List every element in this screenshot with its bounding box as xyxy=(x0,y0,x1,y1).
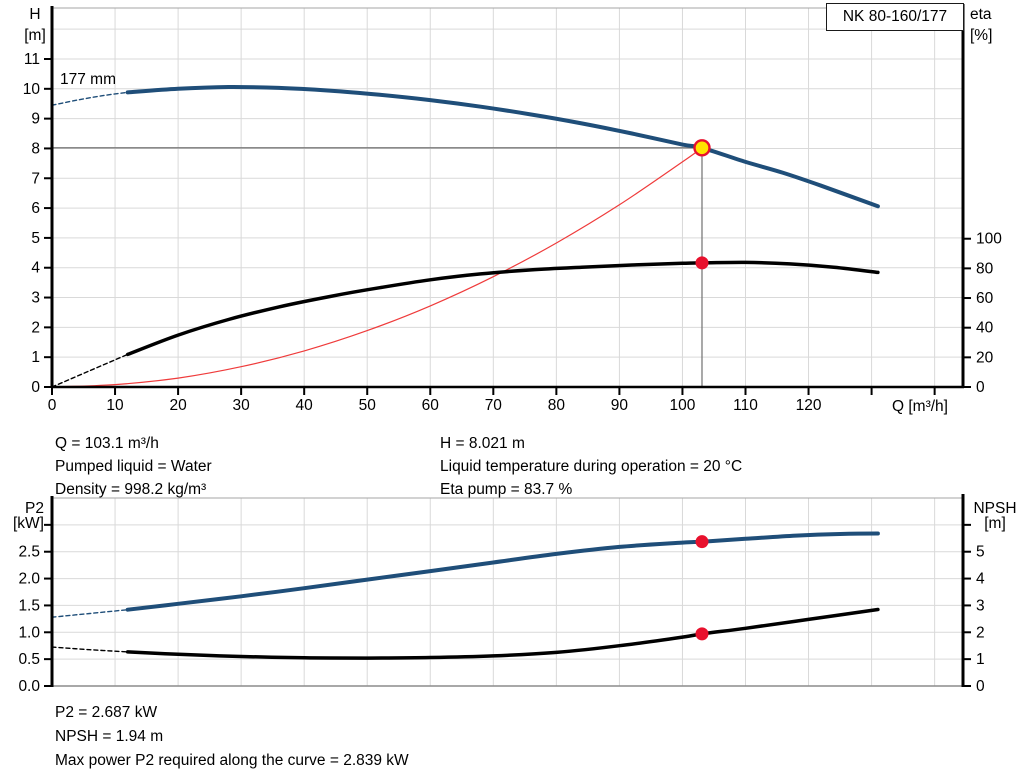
head-curve xyxy=(125,84,880,209)
impeller-diameter-label: 177 mm xyxy=(60,71,116,88)
x-axis-tick-label: 0 xyxy=(48,397,57,414)
q-axis-label: Q [m³/h] xyxy=(892,398,948,415)
x-axis-tick-label: 50 xyxy=(359,397,377,414)
p2-curve-dashed xyxy=(51,609,129,618)
right-axis-tick-label: 60 xyxy=(976,290,994,307)
p2-npsh-chart: 0.0 0.5 1.0 1.5 2.0 2.5 0 1 2 3 4 5 xyxy=(18,494,985,695)
right-axis-tick-label: 40 xyxy=(976,320,994,337)
right-axis-tick-label: 3 xyxy=(976,597,985,614)
info-p2: P2 = 2.687 kW xyxy=(55,704,158,721)
left-axis-tick-label: 10 xyxy=(23,81,41,98)
left-axis-tick-label: 1.0 xyxy=(18,624,40,641)
right-axis-tick-label: 100 xyxy=(976,231,1002,248)
info-density: Density = 998.2 kg/m³ xyxy=(55,481,207,498)
info-eta-pump: Eta pump = 83.7 % xyxy=(440,481,573,498)
x-axis-tick-label: 120 xyxy=(796,397,822,414)
duty-point-marker xyxy=(693,139,711,157)
x-axis-tick-label: 100 xyxy=(670,397,696,414)
left-axis-tick-label: 0 xyxy=(31,379,40,396)
npsh-curve xyxy=(125,607,880,660)
info-liquid-temperature: Liquid temperature during operation = 20… xyxy=(440,458,743,475)
eta-curve-dashed xyxy=(51,353,129,388)
info-q: Q = 103.1 m³/h xyxy=(55,435,159,452)
left-axis-tick-label: 8 xyxy=(31,140,40,157)
npsh-axis-unit: [m] xyxy=(984,515,1006,532)
info-npsh: NPSH = 1.94 m xyxy=(55,728,164,745)
left-axis-tick-label: 0.0 xyxy=(18,678,40,695)
x-axis-tick-label: 70 xyxy=(485,397,503,414)
left-axis-tick-label: 2 xyxy=(31,319,40,336)
p2-axis-unit: [kW] xyxy=(13,515,44,532)
x-axis-tick-label: 60 xyxy=(422,397,440,414)
npsh-axis-label: NPSH xyxy=(973,500,1017,517)
left-axis-tick-label: 1 xyxy=(31,349,40,366)
left-axis-tick-label: 4 xyxy=(31,260,40,277)
info-h: H = 8.021 m xyxy=(440,435,525,452)
p2-axis-label: P2 xyxy=(25,500,44,517)
left-axis-tick-label: 3 xyxy=(31,290,40,307)
right-axis-tick-label: 20 xyxy=(976,349,994,366)
info-max-power: Max power P2 required along the curve = … xyxy=(55,752,409,769)
right-axis-tick-label: 4 xyxy=(976,571,985,588)
left-axis-tick-label: 1.5 xyxy=(18,597,40,614)
npsh-curve-dashed xyxy=(51,646,129,653)
right-axis-tick-label: 0 xyxy=(976,379,985,396)
right-axis-tick-label: 1 xyxy=(976,651,985,668)
x-axis-tick-label: 10 xyxy=(106,397,124,414)
h-axis-label: H xyxy=(29,6,41,23)
left-axis-tick-label: 2.0 xyxy=(18,571,40,588)
p2-curve xyxy=(125,531,880,612)
eta-axis-unit: [%] xyxy=(970,27,993,44)
pump-type-box: NK 80-160/177 xyxy=(826,3,964,31)
right-axis-tick-label: 80 xyxy=(976,260,994,277)
left-axis-tick-label: 9 xyxy=(31,111,40,128)
operating-point-dot xyxy=(695,535,709,549)
right-axis-tick-label: 5 xyxy=(976,544,985,561)
x-axis-tick-label: 20 xyxy=(169,397,187,414)
h-axis-unit: [m] xyxy=(24,27,46,44)
head-curve-dashed xyxy=(51,91,129,106)
x-axis-tick-label: 90 xyxy=(611,397,629,414)
info-pumped-liquid: Pumped liquid = Water xyxy=(55,458,212,475)
pump-type-label: NK 80-160/177 xyxy=(842,8,948,25)
left-axis-tick-label: 2.5 xyxy=(18,544,40,561)
eta-axis-label: eta xyxy=(970,6,992,23)
left-axis-tick-label: 7 xyxy=(31,170,40,187)
right-axis-tick-label: 2 xyxy=(976,624,985,641)
x-axis-tick-label: 80 xyxy=(548,397,566,414)
x-axis-tick-label: 40 xyxy=(296,397,314,414)
eta-curve xyxy=(125,260,880,357)
left-axis-tick-label: 0.5 xyxy=(18,651,40,668)
system-curve xyxy=(51,147,703,388)
operating-point-dot xyxy=(695,256,709,270)
left-axis-tick-label: 5 xyxy=(31,230,40,247)
left-axis-tick-label: 11 xyxy=(24,51,40,68)
right-axis-tick-label: 0 xyxy=(976,678,985,695)
x-axis-tick-label: 30 xyxy=(233,397,251,414)
left-axis-tick-label: 6 xyxy=(31,200,40,217)
operating-point-dot xyxy=(695,627,709,641)
x-axis-tick-label: 110 xyxy=(733,397,758,414)
